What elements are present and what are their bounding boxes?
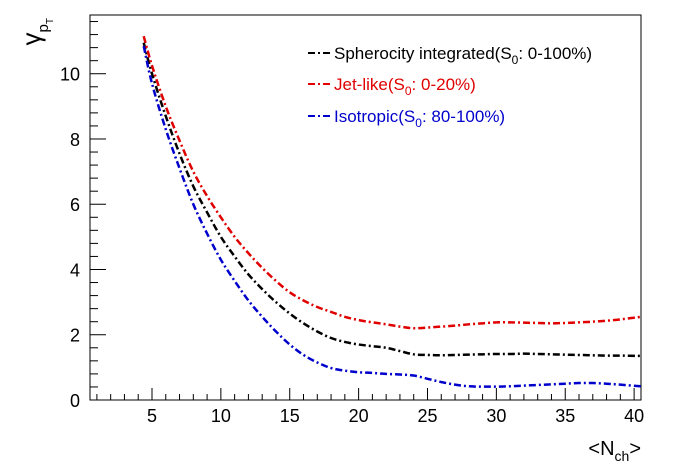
legend-label-integrated: Spherocity integrated(S0: 0-100%) — [334, 44, 592, 67]
y-tick-label: 2 — [70, 326, 80, 346]
y-tick-label: 4 — [70, 260, 80, 280]
x-tick-label: 10 — [211, 406, 231, 426]
series-lines — [142, 35, 642, 388]
y-tick-label: 6 — [70, 195, 80, 215]
x-tick-label: 40 — [624, 406, 644, 426]
x-axis-ticks: 5 10 15 20 25 30 35 40 — [96, 388, 644, 426]
series-line-isotropic — [142, 45, 642, 388]
y-axis-title: γpT — [16, 18, 56, 45]
legend: Spherocity integrated(S0: 0-100%) Jet-li… — [308, 44, 592, 130]
legend-entry-integrated: Spherocity integrated(S0: 0-100%) — [308, 44, 592, 67]
legend-entry-isotropic: Isotropic(S0: 80-100%) — [308, 107, 505, 130]
legend-label-isotropic: Isotropic(S0: 80-100%) — [334, 107, 505, 130]
y-tick-label: 10 — [60, 65, 80, 85]
y-axis-ticks: 0 2 4 6 8 10 — [60, 21, 106, 411]
plot-frame — [89, 14, 642, 401]
y-tick-label: 0 — [70, 391, 80, 411]
legend-label-jetlike: Jet-like(S0: 0-20%) — [334, 75, 476, 98]
legend-entry-jetlike: Jet-like(S0: 0-20%) — [308, 75, 476, 98]
x-tick-label: 20 — [349, 406, 369, 426]
series-line-jetlike — [142, 35, 642, 330]
x-tick-label: 25 — [417, 406, 437, 426]
y-tick-label: 8 — [70, 130, 80, 150]
x-tick-label: 15 — [280, 406, 300, 426]
x-tick-label: 5 — [147, 406, 157, 426]
x-tick-label: 30 — [486, 406, 506, 426]
x-tick-label: 35 — [555, 406, 575, 426]
x-axis-title: <Nch> — [588, 438, 641, 464]
